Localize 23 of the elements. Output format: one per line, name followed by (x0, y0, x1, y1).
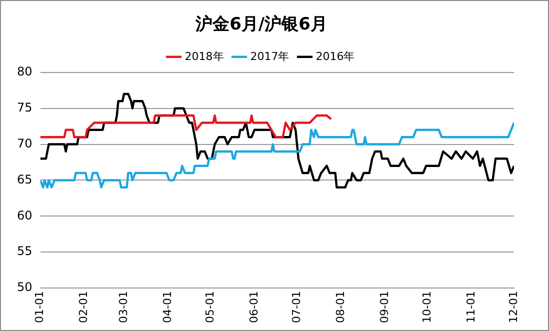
x-tick-label: 06-01 (247, 291, 260, 324)
x-tick-label: 11-01 (464, 291, 478, 324)
x-tick-label: 02-01 (77, 291, 90, 324)
chart-title: 沪金6月/沪银6月 (194, 14, 328, 35)
x-tick-label: 05-01 (203, 291, 216, 324)
x-tick-label: 07-01 (290, 291, 303, 324)
legend-label: 2016年 (316, 50, 355, 63)
y-tick-label: 75 (16, 100, 32, 114)
legend-label: 2018年 (184, 50, 224, 63)
y-tick-label: 80 (16, 64, 32, 79)
x-tick-label: 04-01 (160, 291, 174, 324)
x-tick-label: 12-01 (506, 291, 520, 324)
x-tick-label: 03-01 (116, 291, 130, 324)
y-tick-label: 55 (16, 244, 32, 258)
y-tick-label: 70 (16, 136, 32, 150)
legend-label: 2017年 (250, 50, 290, 63)
y-tick-label: 65 (16, 172, 32, 186)
x-tick-label: 01-01 (33, 291, 46, 324)
y-tick-label: 60 (16, 208, 32, 222)
x-tick-label: 08-01 (334, 291, 347, 324)
y-tick-label: 50 (16, 280, 32, 294)
x-tick-label: 10-01 (420, 291, 434, 324)
x-tick-label: 09-01 (378, 291, 391, 324)
